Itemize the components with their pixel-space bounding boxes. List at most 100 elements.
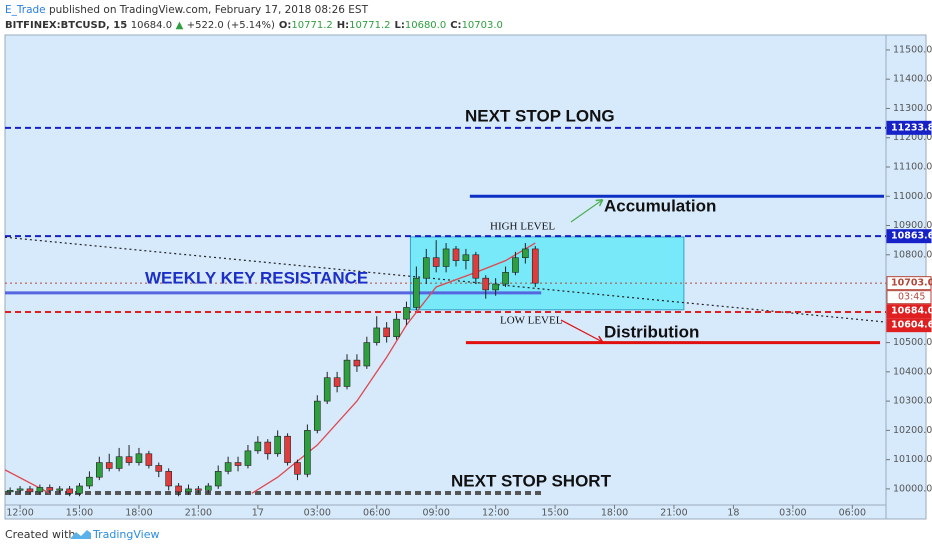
candle-body <box>373 327 381 343</box>
candle-body <box>413 277 420 308</box>
plot <box>5 126 886 497</box>
y-tick-label: 10400.0 <box>893 366 932 377</box>
arrow-head <box>595 335 604 343</box>
ohlc-key: C: <box>450 20 461 31</box>
candle-body <box>274 435 281 455</box>
ohlc-key: O: <box>279 20 292 31</box>
y-tick-label: 10100.0 <box>893 454 932 465</box>
ohlc-value: 10771.2 <box>291 20 332 31</box>
candle-body <box>105 462 113 469</box>
annotation: NEXT STOP LONG <box>465 106 615 125</box>
annotation: NEXT STOP SHORT <box>451 471 612 490</box>
ohlc: O:10771.2 H:10771.2 L:10680.0 C:10703.0 <box>279 20 503 31</box>
annotation: Distribution <box>604 322 699 341</box>
candle-body <box>234 462 242 466</box>
y-tick-label: 11000.0 <box>893 191 932 202</box>
last-price: 10684.0 <box>131 20 172 31</box>
candle-body <box>36 487 44 493</box>
symbol-line: BITFINEX:BTCUSD, 15 10684.0 ▲ +522.0 (+5… <box>5 20 503 31</box>
candle-body <box>66 488 73 494</box>
candle-body <box>442 248 450 267</box>
annotation: HIGH LEVEL <box>490 221 555 233</box>
x-tick-label: 03:00 <box>779 508 806 519</box>
candle-body <box>244 450 252 466</box>
candle-body <box>313 400 321 431</box>
candle-body <box>76 485 83 494</box>
x-tick-label: 12:00 <box>6 508 33 519</box>
price-tag <box>886 304 932 319</box>
price-tag <box>886 120 932 135</box>
candle-body <box>323 377 331 402</box>
annotation: Accumulation <box>604 196 716 215</box>
candle-body <box>462 254 470 261</box>
change-arrow: ▲ <box>176 20 184 31</box>
candle-body <box>432 257 440 267</box>
arrow-head <box>595 199 604 207</box>
ohlc-value: 10680.0 <box>405 20 446 31</box>
x-tick-label: 17 <box>252 508 264 519</box>
arrow <box>560 319 603 343</box>
x-tick-label: 06:00 <box>839 508 866 519</box>
annotation: LOW LEVEL <box>500 315 563 327</box>
candle-body <box>393 318 400 338</box>
ohlc-value: 10771.2 <box>349 20 390 31</box>
arrow <box>570 199 603 223</box>
candle-body <box>304 430 311 475</box>
author[interactable]: E_Trade <box>5 4 46 16</box>
candle-body <box>6 490 14 493</box>
candle-body <box>56 488 63 491</box>
price-tag <box>886 318 932 333</box>
candle-body <box>264 441 272 455</box>
price-tag <box>886 276 932 291</box>
y-tick-label: 11300.0 <box>893 103 932 114</box>
candle-body <box>16 488 24 491</box>
price-tag-label: 10684.0 <box>891 306 932 317</box>
published: published on TradingView.com, February 1… <box>49 4 369 16</box>
ohlc-key: L: <box>394 20 404 31</box>
y-tick-label: 11400.0 <box>893 74 932 85</box>
y-tick-label: 11500.0 <box>893 44 932 55</box>
candle-body <box>492 283 499 291</box>
y-tick-label: 11100.0 <box>893 161 932 172</box>
y-tick-label: 10500.0 <box>893 337 932 348</box>
price-tag <box>886 229 932 244</box>
candle-body <box>512 257 519 273</box>
countdown: 03:45 <box>898 292 925 303</box>
candle-body <box>96 462 103 478</box>
candle-body <box>343 359 351 387</box>
x-tick-label: 18:00 <box>601 508 628 519</box>
x-tick-label: 21:00 <box>185 508 212 519</box>
candle-body <box>46 487 54 491</box>
candle-body <box>254 441 262 452</box>
candle-body <box>135 453 143 463</box>
y-tick-label: 10200.0 <box>893 425 932 436</box>
candle-body <box>26 488 34 493</box>
price-tag-label: 11233.8 <box>891 122 932 133</box>
footer-created: Created with <box>5 528 75 541</box>
y-tick-label: 10800.0 <box>893 249 932 260</box>
price-tag-label: 10863.6 <box>891 231 932 242</box>
candle-body <box>482 277 490 291</box>
x-tick-label: 12:00 <box>482 508 509 519</box>
ohlc-key: H: <box>337 20 349 31</box>
x-tick-label: 15:00 <box>541 508 568 519</box>
candle-body <box>294 462 301 475</box>
candle-body <box>155 465 163 472</box>
x-tick-label: 18:00 <box>125 508 152 519</box>
x-tick-label: 21:00 <box>660 508 687 519</box>
x-tick-label: 09:00 <box>422 508 449 519</box>
logo <box>70 530 91 539</box>
candle-body <box>185 488 192 493</box>
candle-body <box>165 471 172 487</box>
candle-body <box>363 342 371 367</box>
footer-brand[interactable]: TradingView <box>92 528 159 541</box>
candle-body <box>145 453 153 466</box>
candle-body <box>195 488 202 491</box>
candle-body <box>214 471 222 487</box>
header-line: E_Trade published on TradingView.com, Fe… <box>5 4 369 16</box>
symbol: BITFINEX:BTCUSD, 15 <box>5 20 127 31</box>
x-tick-label: 18 <box>727 508 739 519</box>
ohlc-value: 10703.0 <box>462 20 503 31</box>
candle-body <box>125 456 133 463</box>
